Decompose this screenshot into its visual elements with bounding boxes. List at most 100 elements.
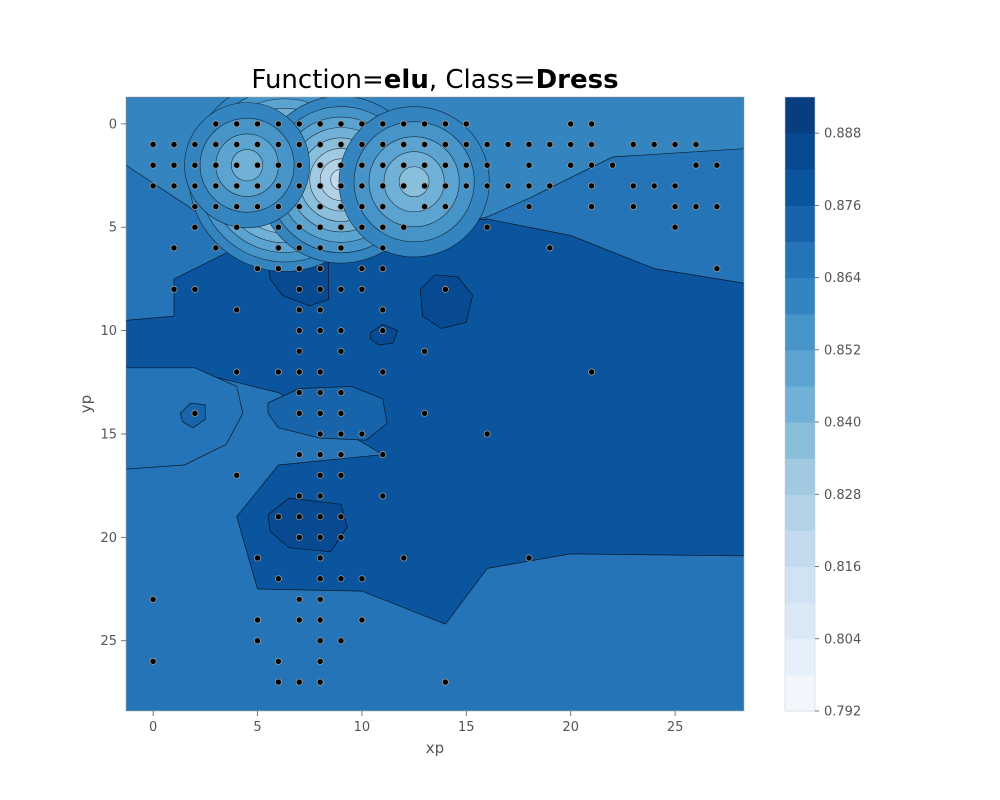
scatter-point xyxy=(358,430,366,438)
scatter-point xyxy=(233,471,241,479)
scatter-point xyxy=(421,161,429,169)
scatter-point xyxy=(525,161,533,169)
scatter-point xyxy=(483,140,491,148)
scatter-point xyxy=(379,120,387,128)
scatter-point xyxy=(588,140,596,148)
scatter-point xyxy=(379,140,387,148)
scatter-point xyxy=(149,657,157,665)
scatter-point xyxy=(295,306,303,314)
scatter-point xyxy=(358,223,366,231)
scatter-point xyxy=(316,244,324,252)
scatter-point xyxy=(170,140,178,148)
scatter-point xyxy=(337,471,345,479)
scatter-point xyxy=(316,285,324,293)
scatter-point xyxy=(274,244,282,252)
plot-frame xyxy=(125,96,745,712)
scatter-point xyxy=(295,161,303,169)
scatter-point xyxy=(462,182,470,190)
scatter-point xyxy=(379,244,387,252)
y-tick-label: 5 xyxy=(109,221,117,236)
scatter-point xyxy=(212,161,220,169)
scatter-point xyxy=(295,285,303,293)
scatter-point xyxy=(337,223,345,231)
scatter-point xyxy=(671,140,679,148)
scatter-point xyxy=(316,430,324,438)
scatter-point xyxy=(379,492,387,500)
scatter-point xyxy=(316,492,324,500)
colorbar-segment xyxy=(785,566,815,604)
scatter-point xyxy=(253,182,261,190)
scatter-point xyxy=(400,554,408,562)
scatter-point xyxy=(421,409,429,417)
scatter-point xyxy=(316,451,324,459)
y-axis: 0 5 10 15 20 25 xyxy=(100,117,126,649)
scatter-point xyxy=(358,120,366,128)
scatter-point xyxy=(316,389,324,397)
scatter-point xyxy=(337,182,345,190)
scatter-point xyxy=(253,203,261,211)
colorbar-tick-label: 0.876 xyxy=(824,199,861,214)
scatter-point xyxy=(149,595,157,603)
scatter-point xyxy=(421,347,429,355)
scatter-point xyxy=(525,182,533,190)
plot-area xyxy=(126,97,744,711)
scatter-point xyxy=(170,182,178,190)
scatter-point xyxy=(337,120,345,128)
scatter-point xyxy=(483,161,491,169)
y-tick-label: 20 xyxy=(100,531,117,546)
colorbar-segment xyxy=(785,674,815,712)
contour-ring-3-3 xyxy=(231,149,264,182)
scatter-point xyxy=(337,389,345,397)
scatter-point xyxy=(504,140,512,148)
colorbar-segment xyxy=(785,313,815,351)
scatter-point xyxy=(274,161,282,169)
scatter-point xyxy=(316,533,324,541)
scatter-point xyxy=(233,223,241,231)
title-part-2: , Class= xyxy=(429,65,536,95)
scatter-point xyxy=(337,140,345,148)
scatter-point xyxy=(316,182,324,190)
scatter-point xyxy=(316,471,324,479)
colorbar-segment xyxy=(785,97,815,134)
scatter-point xyxy=(233,203,241,211)
scatter-point xyxy=(650,182,658,190)
scatter-point xyxy=(441,161,449,169)
scatter-point xyxy=(400,223,408,231)
scatter-point xyxy=(379,223,387,231)
scatter-point xyxy=(671,203,679,211)
colorbar-segment xyxy=(785,494,815,531)
scatter-point xyxy=(316,409,324,417)
x-axis-label: xp xyxy=(426,739,444,757)
scatter-point xyxy=(379,306,387,314)
scatter-point xyxy=(588,120,596,128)
scatter-point xyxy=(274,203,282,211)
colorbar-segment xyxy=(785,241,815,279)
scatter-point xyxy=(233,368,241,376)
scatter-point xyxy=(525,554,533,562)
x-axis: 0 5 10 15 20 25 xyxy=(149,711,683,735)
scatter-point xyxy=(400,182,408,190)
scatter-point xyxy=(191,182,199,190)
scatter-point xyxy=(295,347,303,355)
scatter-point xyxy=(692,203,700,211)
scatter-point xyxy=(337,430,345,438)
scatter-point xyxy=(295,389,303,397)
scatter-point xyxy=(274,678,282,686)
scatter-point xyxy=(483,223,491,231)
scatter-point xyxy=(316,161,324,169)
colorbar-tick-label: 0.840 xyxy=(824,416,861,431)
colorbar-segment xyxy=(785,385,815,423)
colorbar-tick-label: 0.828 xyxy=(824,488,861,503)
scatter-point xyxy=(295,265,303,273)
scatter-point xyxy=(191,409,199,417)
scatter-point xyxy=(337,327,345,335)
scatter-point xyxy=(358,140,366,148)
scatter-point xyxy=(337,451,345,459)
scatter-point xyxy=(337,513,345,521)
scatter-point xyxy=(441,182,449,190)
scatter-point xyxy=(588,203,596,211)
scatter-point xyxy=(316,120,324,128)
scatter-point xyxy=(713,203,721,211)
scatter-point xyxy=(337,203,345,211)
